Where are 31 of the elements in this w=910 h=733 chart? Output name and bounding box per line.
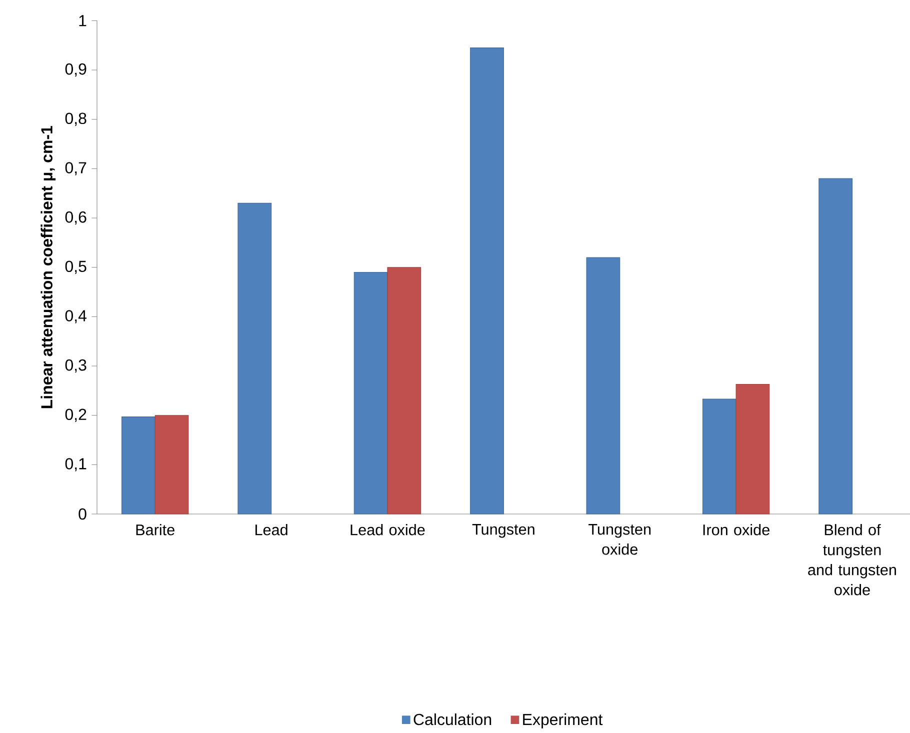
bar (702, 398, 736, 514)
y-tick-label: 0,8 (65, 112, 86, 126)
bar (470, 48, 504, 514)
bar (121, 416, 156, 514)
y-tick-label: 0,4 (65, 310, 86, 324)
y-tick-label: 0,5 (65, 260, 86, 274)
y-tick-label: 0,9 (65, 63, 86, 77)
bar (238, 202, 272, 514)
bar (736, 384, 770, 514)
legend-label: Calculation (414, 713, 492, 726)
bar (818, 178, 853, 514)
x-tick-label: Iron oxide (703, 524, 770, 536)
y-tick-label: 0,6 (65, 211, 86, 225)
y-tick-label: 1 (79, 15, 86, 26)
y-tick-label: 0 (78, 508, 86, 520)
y-tick-label: 0,2 (65, 408, 86, 422)
bar (586, 257, 620, 514)
legend-label: Experiment (523, 713, 603, 728)
y-axis-title: Linear attenuation coefficient μ, cm-1 (40, 126, 56, 408)
x-tick-label: Blend of tungsten and tungsten oxide (808, 524, 896, 596)
bar (354, 272, 388, 514)
x-tick-label: Tungsten (472, 524, 534, 538)
x-tick-label: Lead oxide (350, 524, 425, 536)
y-tick-label: 0,3 (65, 359, 86, 373)
bar (154, 415, 189, 514)
x-tick-label: Barite (136, 524, 174, 536)
bar (387, 267, 422, 514)
x-tick-label: Lead (255, 524, 288, 536)
y-tick-label: 0,7 (65, 162, 86, 176)
x-tick-label: Tungsten oxide (588, 524, 651, 555)
y-tick-label: 0,1 (65, 458, 86, 472)
